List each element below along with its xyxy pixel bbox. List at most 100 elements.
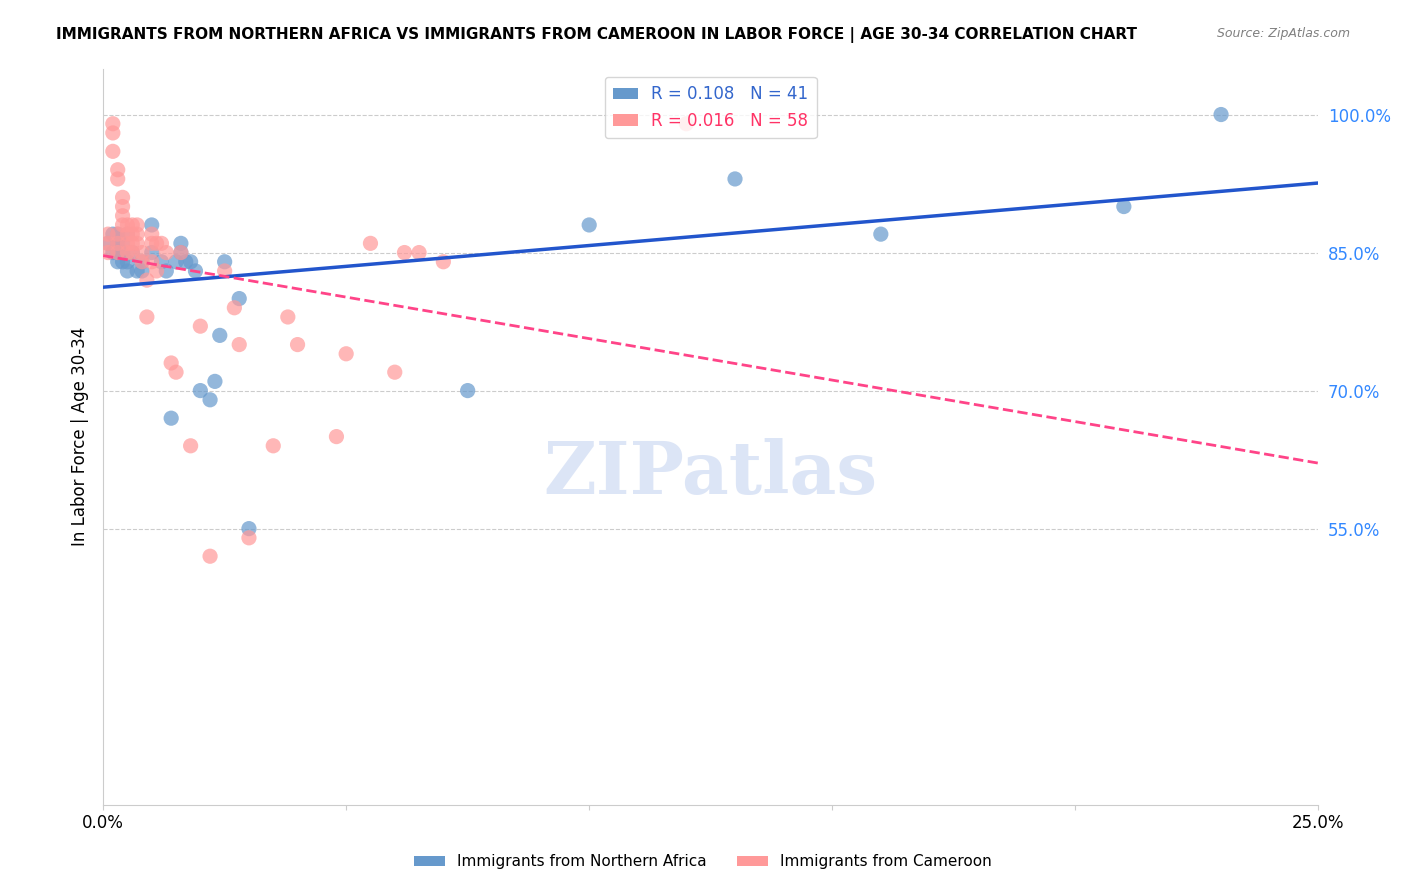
Point: [131, 264, 153, 278]
Point: [180, 439, 202, 453]
Point: [214, 264, 236, 278]
Point: [224, 301, 246, 315]
Point: [111, 236, 134, 251]
Point: [174, 254, 197, 268]
Text: Source: ZipAtlas.com: Source: ZipAtlas.com: [1216, 27, 1350, 40]
Point: [111, 190, 134, 204]
Text: ZIPatlas: ZIPatlas: [544, 438, 877, 509]
Point: [111, 200, 134, 214]
Point: [1209, 107, 1232, 121]
Point: [325, 429, 347, 443]
Point: [432, 254, 454, 268]
Legend: R = 0.108   N = 41, R = 0.016   N = 58: R = 0.108 N = 41, R = 0.016 N = 58: [605, 77, 817, 138]
Point: [117, 264, 139, 278]
Point: [121, 236, 143, 251]
Point: [107, 245, 129, 260]
Point: [121, 245, 143, 260]
Point: [204, 375, 226, 389]
Point: [150, 236, 173, 251]
Point: [208, 328, 231, 343]
Point: [127, 236, 149, 251]
Point: [238, 531, 260, 545]
Point: [578, 218, 600, 232]
Point: [117, 245, 139, 260]
Point: [724, 172, 747, 186]
Point: [165, 365, 187, 379]
Point: [107, 227, 129, 242]
Point: [101, 126, 124, 140]
Point: [135, 310, 157, 324]
Point: [359, 236, 381, 251]
Point: [160, 356, 183, 370]
Point: [198, 392, 221, 407]
Point: [121, 245, 143, 260]
Point: [107, 162, 129, 177]
Point: [155, 245, 177, 260]
Point: [141, 218, 163, 232]
Point: [228, 292, 250, 306]
Y-axis label: In Labor Force | Age 30-34: In Labor Force | Age 30-34: [72, 327, 89, 546]
Point: [180, 254, 202, 268]
Point: [101, 117, 124, 131]
Point: [117, 236, 139, 251]
Point: [141, 236, 163, 251]
Point: [277, 310, 299, 324]
Point: [184, 264, 207, 278]
Point: [170, 245, 193, 260]
Point: [117, 218, 139, 232]
Point: [101, 145, 124, 159]
Legend: Immigrants from Northern Africa, Immigrants from Cameroon: Immigrants from Northern Africa, Immigra…: [408, 848, 998, 875]
Point: [145, 264, 167, 278]
Point: [121, 227, 143, 242]
Point: [170, 245, 193, 260]
Point: [145, 236, 167, 251]
Point: [198, 549, 221, 564]
Point: [408, 245, 430, 260]
Point: [111, 245, 134, 260]
Point: [107, 236, 129, 251]
Point: [214, 254, 236, 268]
Point: [121, 218, 143, 232]
Point: [127, 218, 149, 232]
Point: [97, 236, 120, 251]
Point: [117, 254, 139, 268]
Point: [107, 245, 129, 260]
Point: [335, 347, 357, 361]
Point: [111, 218, 134, 232]
Point: [262, 439, 284, 453]
Point: [675, 117, 697, 131]
Point: [170, 236, 193, 251]
Point: [107, 236, 129, 251]
Point: [1112, 200, 1135, 214]
Point: [869, 227, 891, 242]
Point: [97, 245, 120, 260]
Point: [287, 337, 309, 351]
Point: [135, 273, 157, 287]
Point: [150, 254, 173, 268]
Point: [101, 227, 124, 242]
Point: [228, 337, 250, 351]
Point: [165, 254, 187, 268]
Point: [97, 227, 120, 242]
Point: [111, 254, 134, 268]
Point: [101, 245, 124, 260]
Point: [457, 384, 479, 398]
Point: [117, 227, 139, 242]
Point: [107, 227, 129, 242]
Point: [111, 209, 134, 223]
Point: [131, 254, 153, 268]
Point: [127, 264, 149, 278]
Point: [141, 254, 163, 268]
Point: [117, 227, 139, 242]
Point: [384, 365, 406, 379]
Point: [394, 245, 416, 260]
Text: IMMIGRANTS FROM NORTHERN AFRICA VS IMMIGRANTS FROM CAMEROON IN LABOR FORCE | AGE: IMMIGRANTS FROM NORTHERN AFRICA VS IMMIG…: [56, 27, 1137, 43]
Point: [127, 227, 149, 242]
Point: [97, 236, 120, 251]
Point: [141, 227, 163, 242]
Point: [238, 522, 260, 536]
Point: [160, 411, 183, 425]
Point: [188, 319, 211, 334]
Point: [155, 264, 177, 278]
Point: [188, 384, 211, 398]
